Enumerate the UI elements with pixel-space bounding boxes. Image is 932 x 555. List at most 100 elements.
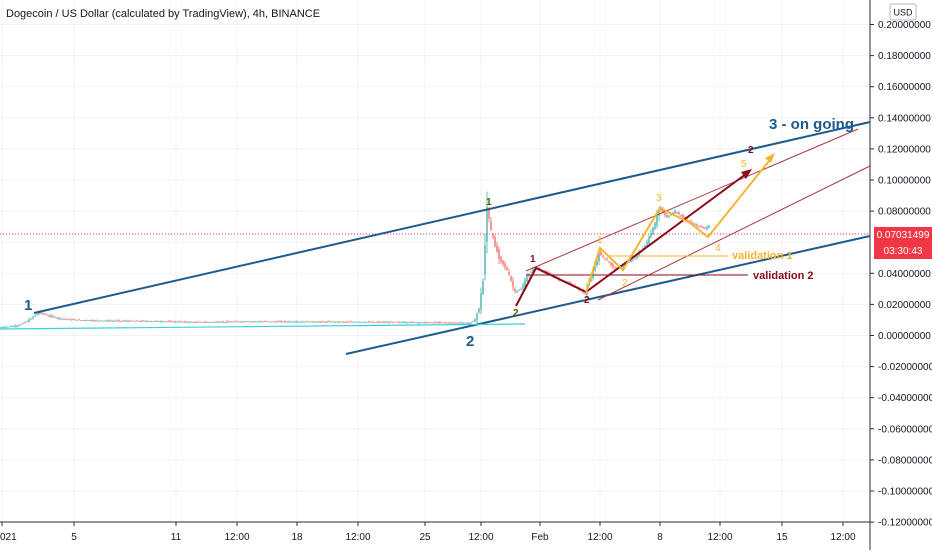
candle-body <box>450 322 452 324</box>
red-channel-lower <box>597 165 871 301</box>
candle-body <box>308 321 310 323</box>
candle-body <box>384 322 386 323</box>
candle-body <box>652 227 654 235</box>
candle-body <box>58 317 60 319</box>
candle-body <box>158 321 160 323</box>
last-price-value: 0.07031499 <box>877 230 930 241</box>
candle-body <box>254 321 256 323</box>
candle-body <box>398 321 400 323</box>
candle-body <box>84 320 86 321</box>
candle-body <box>126 320 128 322</box>
candle-body <box>240 321 242 323</box>
price-tick-label: 0.02000000 <box>878 300 931 311</box>
candle-body <box>708 225 710 229</box>
candle-body <box>700 226 702 228</box>
price-tick-label: -0.08000000 <box>878 455 932 466</box>
candle-body <box>374 322 376 323</box>
candle-body <box>606 259 608 261</box>
candle-body <box>366 322 368 323</box>
candle-body <box>526 275 528 282</box>
candle-body <box>30 318 32 320</box>
candle-body <box>260 321 262 323</box>
wave-label-2-olive: 2 <box>513 308 519 319</box>
candle-body <box>38 312 40 314</box>
symbol-title[interactable]: Dogecoin / US Dollar (calculated by Trad… <box>6 8 320 20</box>
candle-body <box>348 321 350 323</box>
candle-body <box>70 319 72 321</box>
candle-body <box>604 257 606 259</box>
candle-body <box>516 290 518 293</box>
candle-body <box>304 321 306 323</box>
candle-body <box>140 320 142 322</box>
candle-body <box>342 321 344 323</box>
price-axis-ticks[interactable]: 0.220000000.200000000.180000000.16000000… <box>870 0 932 529</box>
candle-body <box>602 255 604 257</box>
time-axis-ticks[interactable]: 021 5 11 12:00 18 12:00 25 12:00 Feb 12:00 8 12:00 1… <box>0 522 856 543</box>
candle-body <box>466 322 468 324</box>
time-tick-label: 12:00 <box>707 532 732 543</box>
candle-body <box>98 320 100 322</box>
candle-body <box>598 251 600 262</box>
candle-body <box>504 263 506 268</box>
candle-body <box>112 320 114 322</box>
candle-body <box>10 326 12 327</box>
time-tick-label: 11 <box>171 532 182 543</box>
candle-body <box>306 321 308 323</box>
candle-body <box>408 322 410 323</box>
candle-body <box>426 322 428 324</box>
candle-body <box>216 321 218 323</box>
candle-body <box>386 321 388 323</box>
candle-body <box>114 320 116 322</box>
candle-body <box>512 281 514 287</box>
candle-body <box>446 322 448 324</box>
annotations: 1 2 3 - on going 1 2 1 2 2 1 2 3 4 5 val… <box>24 116 854 350</box>
candle-body <box>382 321 384 323</box>
candle-body <box>340 321 342 323</box>
candle-body <box>318 321 320 323</box>
wave-label-1-olive: 1 <box>486 197 492 208</box>
candle-body <box>692 222 694 224</box>
candle-body <box>100 320 102 322</box>
candle-body <box>294 321 296 323</box>
candle-body <box>142 320 144 322</box>
candle-body <box>436 322 438 324</box>
candle-body <box>16 325 18 327</box>
candle-body <box>434 322 436 324</box>
candle-body <box>226 321 228 323</box>
grid <box>0 0 870 523</box>
candle-body <box>24 322 26 324</box>
candle-body <box>448 322 450 324</box>
candle-body <box>154 320 156 322</box>
wave-label-3-orange: 3 <box>656 193 662 204</box>
candle-body <box>356 321 358 323</box>
candle-body <box>508 271 510 275</box>
candle-body <box>28 319 30 322</box>
candle-body <box>72 319 74 321</box>
time-tick-label: 8 <box>657 532 663 543</box>
currency-button-frame[interactable] <box>889 3 917 21</box>
price-tick-label: 0.04000000 <box>878 269 931 280</box>
candle-body <box>250 321 252 323</box>
candle-body <box>180 321 182 323</box>
candle-body <box>230 321 232 323</box>
candle-body <box>36 313 38 316</box>
candle-body <box>236 321 238 323</box>
candle-body <box>420 322 422 324</box>
candle-body <box>468 323 470 324</box>
candle-body <box>424 321 426 323</box>
candle-body <box>224 321 226 323</box>
currency-button-label[interactable]: USD <box>893 8 913 18</box>
candle-body <box>214 321 216 323</box>
price-tick-label: -0.06000000 <box>878 424 932 435</box>
candle-body <box>264 321 266 323</box>
candle-body <box>346 321 348 323</box>
candle-body <box>676 211 678 213</box>
candle-body <box>8 326 10 328</box>
candle-body <box>188 321 190 323</box>
candle-body <box>480 293 482 310</box>
price-tick-label: 0.16000000 <box>878 82 931 93</box>
candle-body <box>518 290 520 291</box>
currency-button[interactable]: USD <box>889 3 917 21</box>
candle-body <box>510 276 512 281</box>
